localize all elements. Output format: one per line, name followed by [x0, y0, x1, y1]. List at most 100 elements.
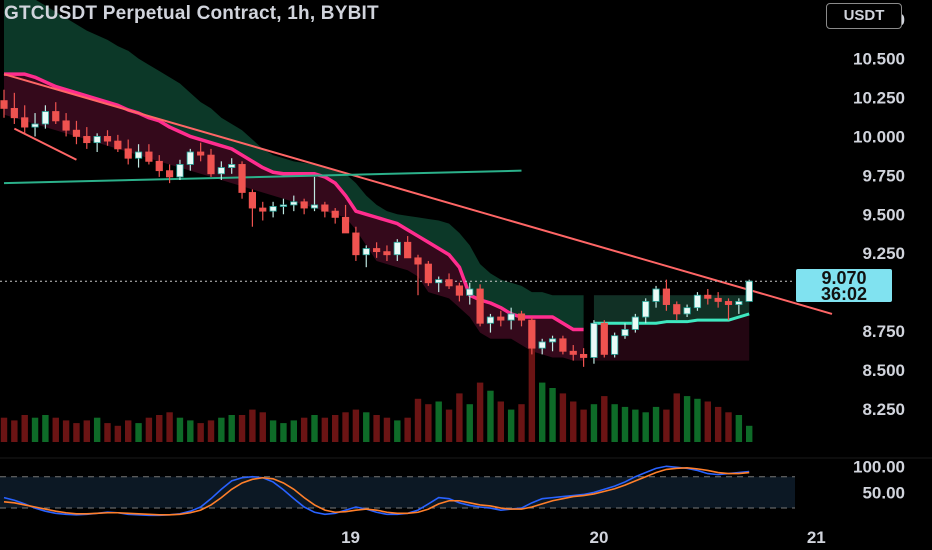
volume-bar — [166, 412, 173, 442]
volume-bar — [404, 417, 411, 442]
candle-body — [621, 329, 629, 337]
candle-body — [72, 129, 81, 137]
candle — [735, 298, 743, 314]
candle — [517, 310, 526, 327]
time-tick-label: 21 — [807, 528, 826, 547]
volume-bar — [704, 401, 711, 442]
volume-bar — [342, 412, 349, 442]
volume-layer — [0, 334, 753, 442]
volume-bar — [487, 390, 494, 442]
candle — [673, 301, 681, 321]
candle-body — [103, 136, 112, 142]
candle-body — [435, 279, 443, 284]
volume-bar — [352, 409, 360, 442]
candle-body — [445, 279, 453, 287]
time-tick-label: 20 — [589, 528, 608, 547]
candle-body — [93, 136, 101, 144]
stop-line-down — [4, 72, 584, 332]
volume-bar — [456, 393, 463, 442]
candle — [414, 254, 422, 296]
volume-bar — [694, 398, 701, 442]
candle-body — [548, 338, 557, 343]
volume-bar — [280, 423, 287, 442]
time-axis[interactable]: 19 20 21 — [341, 528, 826, 547]
oscillator-tick-label: 100.00 — [853, 457, 905, 476]
candle-body — [228, 164, 236, 168]
candle — [662, 279, 671, 311]
price-tick-label: 8.250 — [862, 400, 905, 419]
candle — [290, 195, 298, 212]
candle — [621, 323, 629, 339]
candle — [238, 161, 246, 199]
candle-body — [114, 140, 122, 150]
volume-bar — [746, 425, 753, 442]
candle — [155, 155, 163, 177]
candle-body — [517, 313, 526, 321]
candle — [631, 313, 639, 333]
candle — [176, 159, 184, 181]
candle — [341, 204, 350, 234]
candle-body — [393, 241, 401, 256]
candle-body — [21, 117, 29, 128]
price-axis[interactable]: 10.75010.50010.25010.0009.7509.5009.2508… — [853, 11, 905, 503]
volume-bar — [466, 404, 473, 442]
candle-body — [538, 341, 546, 349]
candle-body — [745, 280, 753, 302]
volume-bar — [197, 423, 204, 442]
candle-body — [611, 335, 619, 355]
volume-bar — [135, 423, 142, 442]
countdown-label: 36:02 — [820, 284, 868, 304]
volume-bar — [642, 412, 649, 442]
volume-bar — [0, 417, 8, 442]
volume-bar — [559, 393, 567, 442]
candle — [393, 239, 401, 261]
volume-bar — [187, 420, 194, 442]
candle-body — [331, 210, 339, 218]
candle-body — [486, 316, 495, 324]
candle-body — [631, 316, 639, 330]
volume-bar — [21, 415, 28, 442]
candle — [600, 320, 608, 358]
volume-bar — [93, 417, 101, 442]
volume-bar — [601, 396, 608, 442]
candle-body — [41, 111, 50, 125]
candle — [145, 144, 153, 165]
candle-body — [476, 288, 484, 324]
volume-bar — [228, 415, 235, 442]
currency-button[interactable]: USDT — [826, 3, 902, 29]
volume-bar — [714, 406, 722, 442]
candle-body — [683, 307, 691, 315]
candle — [435, 276, 443, 293]
candle-body — [134, 151, 143, 159]
candle — [507, 307, 515, 330]
candle — [114, 134, 122, 152]
candle — [569, 345, 577, 361]
price-tick-label: 10.000 — [853, 127, 905, 146]
volume-bar — [590, 404, 598, 442]
last-price-label: 9.070 — [821, 268, 867, 288]
candle-body — [528, 319, 536, 349]
volume-bar — [528, 334, 536, 442]
candle — [352, 226, 360, 261]
right-upper-cloud — [593, 295, 750, 324]
volume-bar — [145, 417, 153, 442]
candle — [31, 113, 39, 137]
candle — [497, 310, 505, 327]
volume-bar — [735, 415, 743, 442]
candle — [362, 245, 370, 268]
candle — [580, 348, 588, 367]
time-tick-label: 19 — [341, 528, 360, 547]
candle — [704, 288, 712, 305]
candle-body — [269, 206, 277, 212]
candle — [486, 313, 495, 333]
volume-bar — [249, 409, 256, 442]
volume-bar — [580, 409, 587, 442]
volume-bar — [73, 423, 80, 442]
oscillator-band — [0, 476, 795, 509]
candle — [455, 282, 464, 302]
volume-bar — [394, 420, 401, 442]
candle-body — [652, 288, 660, 302]
volume-bar — [125, 420, 132, 442]
candle — [652, 285, 660, 308]
